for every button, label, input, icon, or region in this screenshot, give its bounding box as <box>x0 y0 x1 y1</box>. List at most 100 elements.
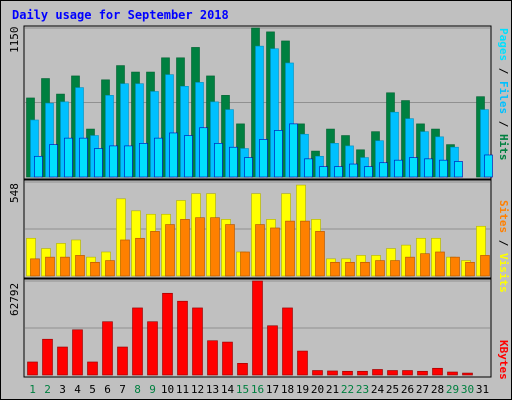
bar-kbytes-day-4 <box>72 329 83 376</box>
bar-kbytes-day-18 <box>282 307 293 376</box>
x-tick-label-day-12: 12 <box>191 383 204 396</box>
x-tick-label-day-1: 1 <box>29 383 36 396</box>
bar-pages-day-4 <box>79 137 88 178</box>
bar-sites-day-22 <box>345 261 355 277</box>
bar-sites-day-3 <box>60 256 70 277</box>
x-tick-label-day-7: 7 <box>119 383 126 396</box>
bar-pages-day-8 <box>139 143 148 178</box>
bar-pages-day-25 <box>394 159 403 178</box>
bar-sites-day-13 <box>210 217 220 277</box>
chart-title: Daily usage for September 2018 <box>12 8 229 22</box>
bar-kbytes-day-24 <box>372 369 383 376</box>
bar-sites-day-28 <box>435 251 445 277</box>
bar-kbytes-day-20 <box>312 370 323 376</box>
bar-pages-day-13 <box>214 143 223 178</box>
bar-sites-day-4 <box>75 255 85 277</box>
bar-pages-day-1 <box>34 155 43 178</box>
bar-sites-day-11 <box>180 219 190 277</box>
x-tick-label-day-18: 18 <box>281 383 294 396</box>
x-tick-label-day-8: 8 <box>134 383 141 396</box>
bar-pages-day-3 <box>64 137 73 178</box>
bar-sites-day-27 <box>420 253 430 277</box>
bar-kbytes-day-8 <box>132 307 143 376</box>
x-tick-label-day-2: 2 <box>44 383 51 396</box>
bar-pages-day-21 <box>334 166 343 178</box>
bar-sites-day-6 <box>105 260 115 277</box>
bar-sites-day-19 <box>300 220 310 277</box>
bar-kbytes-day-2 <box>42 338 53 376</box>
x-tick-label-day-29: 29 <box>446 383 459 396</box>
bar-kbytes-day-11 <box>177 300 188 376</box>
bar-sites-day-17 <box>270 227 280 277</box>
visits-panel <box>25 181 490 277</box>
bar-sites-day-25 <box>390 260 400 277</box>
x-tick-label-day-23: 23 <box>356 383 369 396</box>
bar-pages-day-9 <box>154 137 163 178</box>
bar-kbytes-day-28 <box>432 367 443 376</box>
kbytes-right-label: KBytes <box>497 340 510 380</box>
visits-max-label: 548 <box>8 183 21 203</box>
visits-right-label: Sites / Visits <box>497 200 510 293</box>
hits-max-label: 1150 <box>8 27 21 54</box>
x-tick-label-day-16: 16 <box>251 383 264 396</box>
bar-kbytes-day-25 <box>387 370 398 376</box>
bar-sites-day-5 <box>90 261 100 277</box>
bar-pages-day-31 <box>484 154 493 178</box>
bar-kbytes-day-10 <box>162 292 173 376</box>
bar-pages-day-6 <box>109 145 118 178</box>
x-tick-label-day-21: 21 <box>326 383 339 396</box>
bar-kbytes-day-23 <box>357 370 368 376</box>
bar-pages-day-14 <box>229 146 238 178</box>
bar-kbytes-day-26 <box>402 370 413 376</box>
x-tick-label-day-6: 6 <box>104 383 111 396</box>
bar-pages-day-22 <box>349 163 358 178</box>
x-tick-label-day-10: 10 <box>161 383 174 396</box>
bar-pages-day-29 <box>454 161 463 178</box>
x-tick-label-day-3: 3 <box>59 383 66 396</box>
bar-sites-day-1 <box>30 258 40 277</box>
bar-sites-day-18 <box>285 220 295 277</box>
bar-sites-day-16 <box>255 224 265 277</box>
bar-sites-day-29 <box>450 256 460 277</box>
hits-panel <box>25 27 493 178</box>
bar-pages-day-2 <box>49 144 58 178</box>
bar-kbytes-day-7 <box>117 346 128 376</box>
hits-right-label: Pages / Files / Hits <box>497 28 510 161</box>
bar-pages-day-28 <box>439 159 448 178</box>
x-tick-label-day-28: 28 <box>431 383 444 396</box>
bar-pages-day-16 <box>259 139 268 178</box>
bar-kbytes-day-27 <box>417 370 428 376</box>
bar-pages-day-10 <box>169 132 178 178</box>
bar-sites-day-21 <box>330 261 340 277</box>
x-tick-label-day-24: 24 <box>371 383 385 396</box>
bar-kbytes-day-12 <box>192 307 203 376</box>
x-tick-label-day-30: 30 <box>461 383 474 396</box>
bar-sites-day-30 <box>465 261 475 277</box>
x-tick-label-day-15: 15 <box>236 383 249 396</box>
bar-sites-day-2 <box>45 256 55 277</box>
bar-pages-day-27 <box>424 158 433 178</box>
bar-pages-day-7 <box>124 145 133 178</box>
bar-sites-day-7 <box>120 239 130 277</box>
bar-sites-day-20 <box>315 231 325 277</box>
bar-kbytes-day-21 <box>327 370 338 376</box>
bar-kbytes-day-1 <box>27 361 38 376</box>
x-tick-label-day-22: 22 <box>341 383 354 396</box>
kbytes-panel <box>25 280 490 376</box>
bar-pages-day-5 <box>94 148 103 178</box>
x-tick-label-day-5: 5 <box>89 383 96 396</box>
bar-sites-day-15 <box>240 251 250 277</box>
bar-kbytes-day-22 <box>342 370 353 376</box>
bar-pages-day-15 <box>244 157 253 178</box>
bar-kbytes-day-14 <box>222 341 233 376</box>
x-tick-label-day-14: 14 <box>221 383 235 396</box>
x-tick-label-day-26: 26 <box>401 383 414 396</box>
bar-kbytes-day-5 <box>87 361 98 376</box>
x-axis-day-labels: 1 2 3 4 5 6 7 8 9 10 11 12 13 14 15 16 17 18 19 20 21 22 23 24 2… <box>29 383 489 396</box>
bar-sites-day-9 <box>150 231 160 277</box>
x-tick-label-day-25: 25 <box>386 383 399 396</box>
x-tick-label-day-27: 27 <box>416 383 429 396</box>
bar-sites-day-26 <box>405 256 415 277</box>
x-tick-label-day-4: 4 <box>74 383 81 396</box>
